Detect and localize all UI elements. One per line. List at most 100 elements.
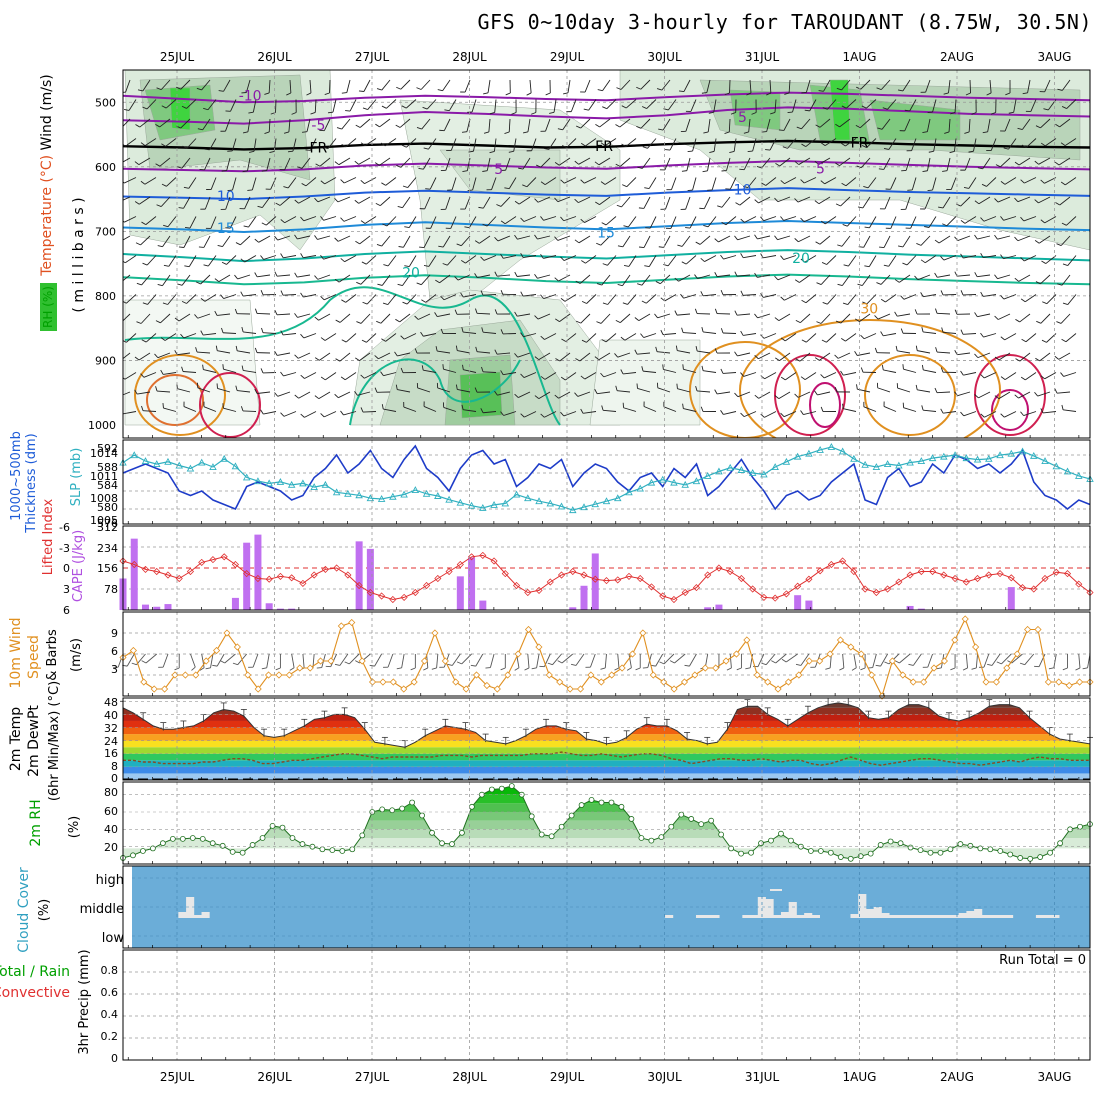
wind-barb [622,274,631,286]
wind-barb-flag [455,384,458,390]
wind-barb-flag [136,321,142,324]
wind-barb [429,177,437,190]
wind-barb [262,196,271,208]
axis-title: Lifted Index [41,498,56,575]
wind-barb [820,313,831,324]
wind-barb [243,294,257,297]
lifted-index-marker [231,560,240,569]
mid-cloud-bar [958,913,967,918]
wind10-barb [590,653,596,668]
date-label-top: 3AUG [1038,50,1072,64]
wind-barb [784,294,797,301]
wind-barb-flag [454,276,459,281]
wind-barb-flag [874,347,878,353]
wind-barb-flag [883,147,890,150]
wind-barb-flag [981,183,987,187]
wind-barb [197,387,211,393]
wind-barb-flag [637,166,643,169]
wind10-speed-marker [1013,650,1021,658]
panel-frame-upper [122,69,1091,439]
wind-barb-flag [474,240,480,244]
wind-barb-flag [623,225,629,228]
wind10-barb [527,653,530,668]
lifted-index-marker [186,567,195,576]
wind-barb [926,118,931,132]
mid-cloud-bar [703,915,712,918]
rh-marker [857,853,864,860]
lifted-index-tick: 6 [63,604,70,617]
wind-barb [685,255,697,265]
wind-barb-flag [180,333,185,339]
wind-barb [957,274,971,277]
wind-barb-flag [360,220,366,224]
wind-barb-flag [774,395,780,399]
wind-barb-flag [404,265,410,268]
wind-barb [362,411,377,413]
wind-barb [517,235,531,240]
slp-marker [276,477,285,485]
axis-title: (%) [67,816,82,839]
wind10-barb-flag [344,661,350,665]
wind-barb [859,313,871,322]
wind-barb [1025,372,1037,381]
axis-title: (m/s) [69,638,84,672]
lifted-index-marker [288,574,296,582]
wind-barb [697,274,711,279]
wind-barb-flag [701,326,704,333]
wind-barb [1018,391,1031,399]
slp-marker [602,497,611,505]
wind-barb [906,255,917,266]
wind-barb [703,370,717,373]
wind-barb [317,235,331,240]
wind-barb [159,118,171,128]
wind-barb [257,274,271,278]
wind-barb [819,118,831,128]
wind-barb [758,352,771,360]
wind-barb-flag [261,170,267,172]
wind-barb-flag [1040,142,1046,147]
wind-barb [1004,372,1017,380]
wind-barb-flag [638,207,644,209]
wind10-speed-marker [784,678,793,686]
wind-barb [202,118,211,131]
wind-barb [1058,157,1071,166]
wind-barb-flag [623,264,630,267]
slp-marker [512,490,521,498]
wind-barb-flag [320,337,326,341]
wind-barb-flag [315,163,321,167]
lifted-index-marker [175,574,183,583]
lifted-index-marker [737,574,745,583]
temp-tick: 24 [104,735,118,748]
wind-barb [743,255,757,259]
wind-barb [1003,216,1017,221]
wind10-speed-marker [930,664,938,672]
wind-barb [339,352,351,362]
wind-barb-flag [1020,216,1025,222]
wind-barb [123,313,131,322]
wind-barb-flag [254,272,258,278]
wind-barb [860,157,871,168]
wind-barb [964,216,977,224]
rh-shading-15 [459,371,503,419]
wind-barb-flag [545,92,551,96]
wind-barb [494,99,497,113]
pressure-tick: 700 [95,225,116,238]
wind-barb-flag [754,355,759,360]
rh-shading-10 [829,79,851,141]
slp-marker [220,454,228,462]
mid-cloud-bar [889,915,898,918]
wind-barb-flag [834,354,839,359]
wind-barb-flag [860,334,865,340]
slp-marker [726,463,734,471]
wind-barb-flag [116,321,121,323]
wind-barb-flag [576,320,581,324]
lifted-index-marker [220,553,228,561]
lifted-index-marker [794,582,802,590]
wind-barb [579,274,591,284]
wind10-barb-flag [423,667,429,671]
wind-barb-flag [360,374,365,379]
wind-barb [301,157,311,169]
wind-barb-flag [904,109,910,112]
wind10-speed-marker [972,643,980,651]
mid-cloud-bar [804,913,813,918]
